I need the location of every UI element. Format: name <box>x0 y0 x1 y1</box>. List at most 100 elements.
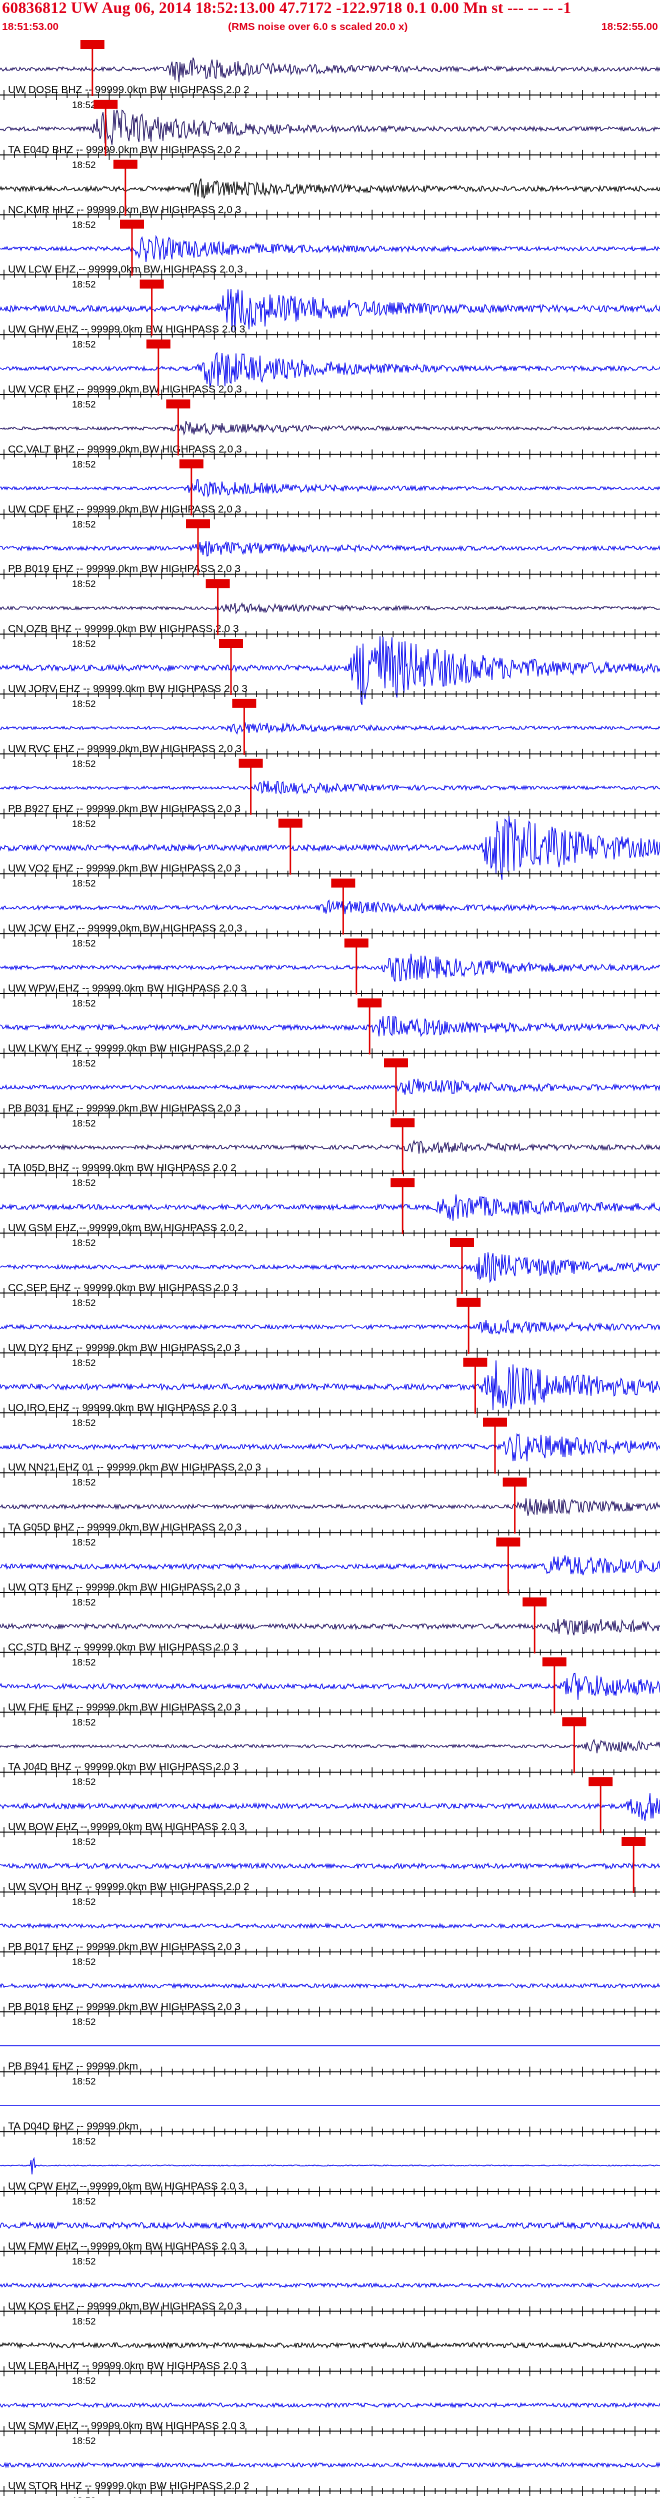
station-label: TA D04D BHZ -- 99999.0km <box>8 2121 139 2133</box>
time-label: 18:52 <box>72 939 96 950</box>
time-label: 18:52 <box>72 1957 96 1968</box>
pick-marker <box>456 1297 481 1307</box>
pick-marker <box>113 159 138 169</box>
start-time-label: 18:51:53.00 <box>2 21 59 33</box>
time-label: 18:52 <box>72 1657 96 1668</box>
waveform-trace <box>0 899 660 915</box>
time-label: 18:52 <box>72 459 96 470</box>
station-label: CC SEP EHZ -- 99999.0km BW HIGHPASS 2.0 … <box>8 1282 238 1294</box>
time-label: 18:52 <box>72 759 96 770</box>
station-label: UW FMW EHZ -- 99999.0km BW HIGHPASS 2.0 … <box>8 2240 245 2252</box>
pick-marker <box>621 1837 646 1846</box>
pick-marker <box>463 1357 488 1367</box>
time-label: 18:52 <box>72 2077 96 2088</box>
waveform-trace <box>0 1252 660 1284</box>
waveform-trace <box>0 234 660 263</box>
pick-marker <box>522 1597 547 1607</box>
pick-marker <box>179 459 204 469</box>
pick-marker <box>93 99 118 109</box>
pick-marker <box>120 219 144 229</box>
waveform-trace <box>0 1793 660 1821</box>
waveform-trace <box>0 1862 660 1870</box>
pick-marker <box>384 1058 408 1068</box>
pick-marker <box>502 1477 527 1487</box>
station-label: UW DY2 EHZ -- 99999.0km BW HIGHPASS 2.0 … <box>8 1342 240 1354</box>
waveform-trace <box>0 1738 660 1754</box>
waveform-trace <box>0 178 660 199</box>
time-label: 18:52 <box>72 2256 96 2267</box>
time-label: 18:52 <box>72 1478 96 1489</box>
pick-marker <box>357 998 382 1008</box>
time-label: 18:52 <box>72 999 96 1010</box>
pick-marker <box>562 1717 587 1727</box>
station-label: TA E04D BHZ -- 99999.0km BW HIGHPASS 2.0… <box>8 144 241 156</box>
waveform-trace <box>0 540 660 557</box>
pick-marker <box>344 938 369 948</box>
pick-marker <box>483 1417 507 1427</box>
time-label: 18:52 <box>72 2436 96 2447</box>
station-label: UW STOR HHZ -- 99999.0km BW HIGHPASS 2.0… <box>8 2480 249 2492</box>
pick-marker <box>390 1178 415 1188</box>
time-label: 18:52 <box>72 160 96 171</box>
station-label: UW FHE EHZ -- 99999.0km BW HIGHPASS 2.0 … <box>8 1701 241 1713</box>
waveform-trace <box>0 1015 660 1038</box>
waveform-trace <box>0 1982 660 1990</box>
pick-marker <box>139 279 164 289</box>
waveform-trace <box>0 1922 660 1930</box>
station-label: TA J04D BHZ -- 99999.0km BW HIGHPASS 2.0… <box>8 1761 239 1773</box>
time-label: 18:52 <box>72 819 96 830</box>
waveform-trace <box>0 636 660 706</box>
seismogram-plot: UW DOSE BHZ -- 99999.0km BW HIGHPASS 2.0… <box>0 40 660 2498</box>
station-label: UW RVC EHZ -- 99999.0km BW HIGHPASS 2.0 … <box>8 743 242 755</box>
time-label: 18:52 <box>72 639 96 650</box>
waveform-trace <box>0 1619 660 1636</box>
station-label: UO IRO EHZ -- 99999.0km BW HIGHPASS 2.0 … <box>8 1402 237 1414</box>
station-label: TA G05D BHZ -- 99999.0km BW HIGHPASS 2.0… <box>8 1522 242 1534</box>
time-label: 18:52 <box>72 280 96 291</box>
waveform-trace <box>0 602 660 615</box>
waveform-trace <box>0 351 660 388</box>
time-label: 18:52 <box>72 1897 96 1908</box>
time-label: 18:52 <box>72 2137 96 2148</box>
time-label: 18:52 <box>72 400 96 411</box>
time-label: 18:52 <box>72 2316 96 2327</box>
pick-marker <box>238 758 263 768</box>
pick-marker <box>588 1777 613 1787</box>
time-label: 18:52 <box>72 879 96 890</box>
waveform-trace <box>0 1194 660 1221</box>
time-label: 18:52 <box>72 100 96 111</box>
station-label: UW WPW EHZ -- 99999.0km BW HIGHPASS 2.0 … <box>8 983 247 995</box>
pick-marker <box>146 339 171 349</box>
waveform-trace <box>0 780 660 795</box>
station-label: UW JORV EHZ -- 99999.0km BW HIGHPASS 2.0… <box>8 683 248 695</box>
station-label: UW SMW EHZ -- 99999.0km BW HIGHPASS 2.0 … <box>8 2420 245 2432</box>
waveform-trace <box>0 1319 660 1335</box>
station-label: UW LCW EHZ -- 99999.0km BW HIGHPASS 2.0 … <box>8 264 243 276</box>
event-title: 60836812 UW Aug 06, 2014 18:52:13.00 47.… <box>2 0 572 17</box>
time-label: 18:52 <box>72 220 96 231</box>
time-label: 18:52 <box>72 1717 96 1728</box>
time-label: 18:52 <box>72 1418 96 1429</box>
waveform-trace <box>0 1078 660 1095</box>
pick-marker <box>219 639 243 648</box>
time-label: 18:52 <box>72 1837 96 1848</box>
station-label: CC VALT BHZ -- 99999.0km BW HIGHPASS 2.0… <box>8 443 242 455</box>
pick-marker <box>278 818 303 828</box>
waveform-trace <box>0 57 660 83</box>
time-label: 18:52 <box>72 1238 96 1249</box>
station-label: CC STD BHZ -- 99999.0km BW HIGHPASS 2.0 … <box>8 1641 238 1653</box>
station-label: PB B927 EHZ -- 99999.0km BW HIGHPASS 2.0… <box>8 803 241 815</box>
pick-marker <box>390 1118 415 1128</box>
station-label: PB B018 EHZ -- 99999.0km BW HIGHPASS 2.0… <box>8 2001 241 2013</box>
time-label: 18:52 <box>72 2197 96 2208</box>
waveform-trace <box>0 288 660 333</box>
station-label: UW VO2 EHZ -- 99999.0km BW HIGHPASS 2.0 … <box>8 863 241 875</box>
station-label: UW GSM EHZ -- 99999.0km BW HIGHPASS 2.0 … <box>8 1222 244 1234</box>
time-label: 18:52 <box>72 1358 96 1369</box>
station-label: UW LKWY EHZ -- 99999.0km BW HIGHPASS 2.0… <box>8 1042 249 1054</box>
station-label: PB B941 EHZ -- 99999.0km <box>8 2061 138 2073</box>
waveform-trace <box>0 2461 660 2469</box>
station-label: UW SVOH BHZ -- 99999.0km BW HIGHPASS 2.0… <box>8 1881 250 1893</box>
pick-marker <box>80 40 105 49</box>
waveform-trace <box>0 1360 660 1411</box>
